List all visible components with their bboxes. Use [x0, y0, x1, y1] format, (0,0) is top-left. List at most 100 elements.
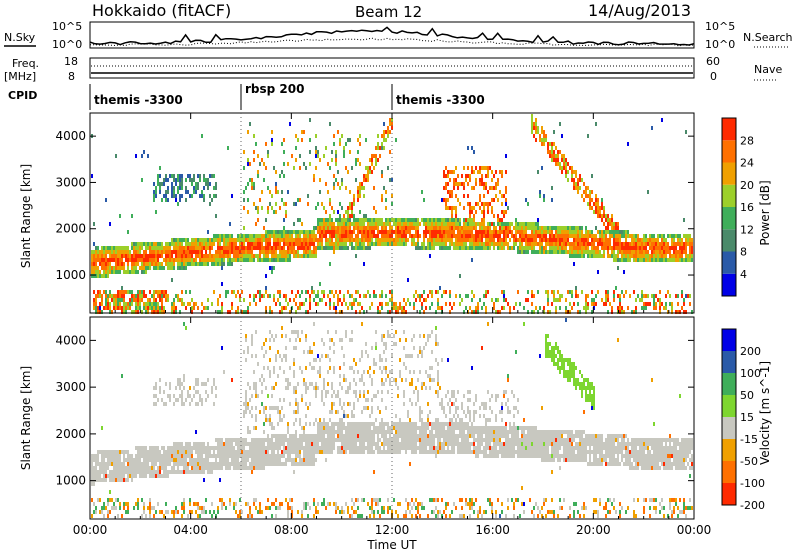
heatmap-cell	[371, 162, 373, 166]
heatmap-cell	[619, 230, 621, 234]
heatmap-cell	[117, 266, 119, 270]
heatmap-cell	[309, 362, 311, 366]
heatmap-cell	[207, 186, 209, 190]
heatmap-cell	[473, 234, 475, 238]
heatmap-cell	[263, 254, 265, 258]
heatmap-cell	[215, 250, 217, 254]
heatmap-cell	[107, 258, 109, 262]
heatmap-cell	[165, 178, 167, 182]
heatmap-cell	[475, 166, 477, 170]
heatmap-cell	[131, 246, 133, 250]
heatmap-cell	[295, 250, 297, 254]
heatmap-cell	[643, 258, 645, 262]
heatmap-cell	[323, 154, 325, 158]
heatmap-cell	[339, 218, 341, 222]
heatmap-cell	[401, 310, 403, 314]
heatmap-cell	[163, 514, 165, 518]
heatmap-cell	[349, 202, 351, 206]
heatmap-cell	[165, 450, 167, 454]
heatmap-cell	[191, 194, 193, 198]
heatmap-cell	[483, 294, 485, 298]
heatmap-cell	[449, 294, 451, 298]
heatmap-cell	[385, 238, 387, 242]
heatmap-cell	[269, 250, 271, 254]
heatmap-cell	[611, 234, 613, 238]
heatmap-cell	[113, 502, 115, 506]
heatmap-cell	[101, 462, 103, 466]
heatmap-cell	[685, 258, 687, 262]
heatmap-cell	[259, 242, 261, 246]
heatmap-cell	[353, 226, 355, 230]
heatmap-cell	[215, 262, 217, 266]
heatmap-cell	[331, 422, 333, 426]
heatmap-cell	[215, 182, 217, 186]
heatmap-cell	[121, 306, 123, 310]
heatmap-cell	[309, 138, 311, 142]
heatmap-cell	[327, 354, 329, 358]
heatmap-cell	[523, 306, 525, 310]
heatmap-cell	[337, 210, 339, 214]
heatmap-cell	[253, 234, 255, 238]
heatmap-cell	[519, 222, 521, 226]
heatmap-cell	[337, 170, 339, 174]
heatmap-cell	[259, 290, 261, 294]
heatmap-cell	[193, 466, 195, 470]
heatmap-cell	[233, 258, 235, 262]
heatmap-cell	[563, 250, 565, 254]
heatmap-cell	[241, 454, 243, 458]
heatmap-cell	[375, 218, 377, 222]
heatmap-cell	[193, 238, 195, 242]
heatmap-cell	[101, 254, 103, 258]
heatmap-cell	[111, 246, 113, 250]
colorbar-swatch	[722, 118, 736, 141]
heatmap-cell	[243, 150, 245, 154]
heatmap-cell	[287, 250, 289, 254]
heatmap-cell	[123, 462, 125, 466]
heatmap-cell	[255, 438, 257, 442]
heatmap-cell	[231, 378, 233, 382]
heatmap-cell	[257, 438, 259, 442]
heatmap-cell	[117, 474, 119, 478]
heatmap-cell	[599, 214, 601, 218]
heatmap-cell	[577, 178, 579, 182]
heatmap-cell	[149, 510, 151, 514]
heatmap-cell	[127, 466, 129, 470]
heatmap-cell	[291, 250, 293, 254]
heatmap-cell	[119, 262, 121, 266]
heatmap-cell	[225, 234, 227, 238]
heatmap-cell	[143, 150, 145, 154]
heatmap-cell	[133, 470, 135, 474]
heatmap-cell	[313, 422, 315, 426]
heatmap-cell	[613, 234, 615, 238]
heatmap-cell	[409, 234, 411, 238]
heatmap-cell	[179, 246, 181, 250]
heatmap-cell	[587, 306, 589, 310]
heatmap-cell	[231, 450, 233, 454]
heatmap-cell	[275, 258, 277, 262]
heatmap-cell	[463, 194, 465, 198]
heatmap-cell	[403, 234, 405, 238]
heatmap-cell	[427, 294, 429, 298]
heatmap-cell	[231, 306, 233, 310]
heatmap-cell	[167, 446, 169, 450]
heatmap-cell	[133, 270, 135, 274]
heatmap-cell	[269, 246, 271, 250]
heatmap-cell	[397, 310, 399, 314]
heatmap-cell	[93, 274, 95, 278]
heatmap-cell	[155, 306, 157, 310]
heatmap-cell	[475, 178, 477, 182]
heatmap-cell	[451, 222, 453, 226]
heatmap-cell	[239, 234, 241, 238]
heatmap-cell	[607, 250, 609, 254]
heatmap-cell	[319, 218, 321, 222]
heatmap-cell	[221, 238, 223, 242]
heatmap-cell	[311, 434, 313, 438]
heatmap-cell	[463, 242, 465, 246]
heatmap-cell	[285, 450, 287, 454]
heatmap-cell	[247, 234, 249, 238]
heatmap-cell	[129, 474, 131, 478]
heatmap-cell	[325, 230, 327, 234]
heatmap-cell	[413, 238, 415, 242]
heatmap-cell	[471, 146, 473, 150]
heatmap-cell	[281, 254, 283, 258]
